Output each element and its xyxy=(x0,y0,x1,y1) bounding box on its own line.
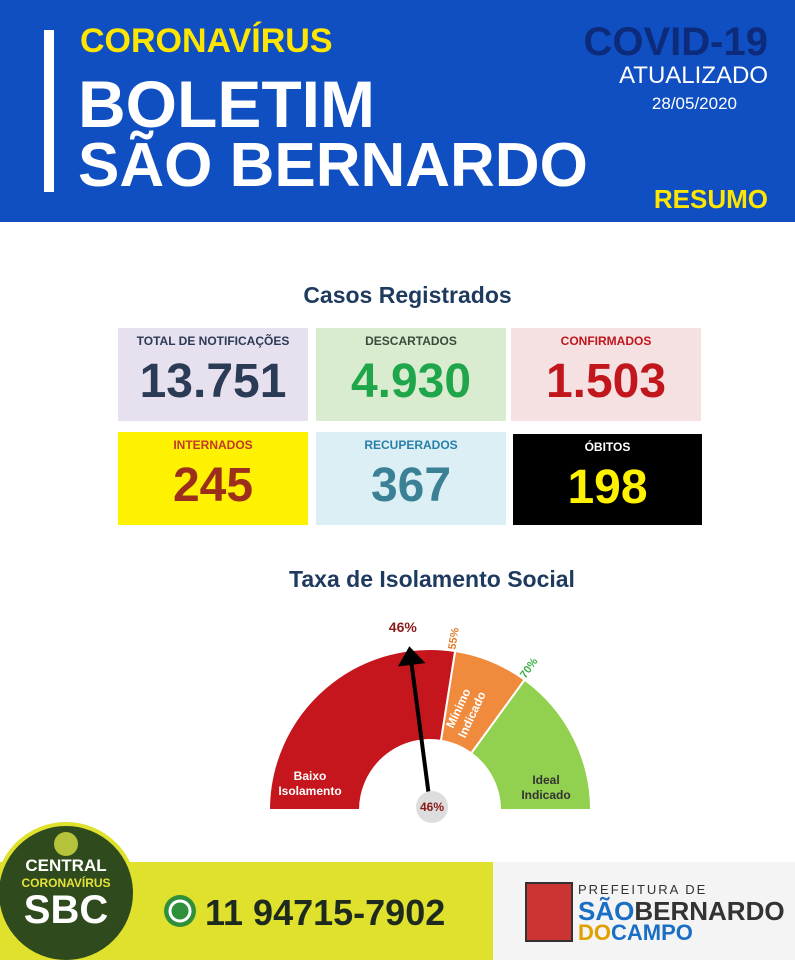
gauge-zone xyxy=(267,648,457,811)
zone-label: Baixo Isolamento xyxy=(278,769,341,798)
needle-head xyxy=(397,646,426,667)
title: BOLETIM xyxy=(78,67,375,141)
case-card: CONFIRMADOS 1.503 xyxy=(511,328,701,421)
cases-title: Casos Registrados xyxy=(303,282,512,308)
case-card: ÓBITOS 198 xyxy=(513,434,702,525)
needle xyxy=(408,657,432,805)
card-value: 4.930 xyxy=(350,355,472,408)
phone: 11 94715-7902 xyxy=(205,892,446,933)
case-card: TOTAL DE NOTIFICAÇÕES 13.751 xyxy=(118,328,308,421)
case-card: RECUPERADOS 367 xyxy=(316,432,506,525)
virus-icon xyxy=(54,832,78,856)
zone-label-line: Ideal xyxy=(532,773,559,787)
badge-text: CENTRAL xyxy=(25,856,107,875)
logo-part: SÃO xyxy=(578,896,635,926)
coat-of-arms xyxy=(525,882,573,942)
central-badge: CENTRAL CORONAVÍRUS SBC xyxy=(0,822,137,960)
case-card: INTERNADOS 245 xyxy=(118,432,308,525)
card-label: DESCARTADOS xyxy=(365,334,457,348)
whatsapp-icon xyxy=(164,895,196,927)
card-value: 198 xyxy=(567,461,648,514)
logo-line: DOCAMPO xyxy=(578,920,693,946)
card-value: 367 xyxy=(370,459,452,512)
logo-part: CAMPO xyxy=(611,920,693,945)
threshold-label: 55% xyxy=(446,627,461,651)
needle-hub xyxy=(416,791,448,823)
gauge-title: Taxa de Isolamento Social xyxy=(289,566,575,592)
zone-label-line: Isolamento xyxy=(278,784,341,798)
header: CORONAVÍRUS BOLETIM SÃO BERNARDO COVID-1… xyxy=(0,0,795,222)
zone-label: Ideal Indicado xyxy=(521,773,570,802)
section: RESUMO xyxy=(653,184,768,214)
divider xyxy=(44,30,54,192)
card-label: CONFIRMADOS xyxy=(560,334,652,348)
logo-line: SÃOBERNARDO xyxy=(578,896,785,927)
card-value: 13.751 xyxy=(139,355,287,408)
gauge-zone xyxy=(469,678,593,811)
status: ATUALIZADO xyxy=(619,62,768,89)
needle-label: 46% xyxy=(420,800,444,814)
badge: COVID-19 xyxy=(583,20,769,64)
logo-part: DO xyxy=(578,920,611,945)
card-label: RECUPERADOS xyxy=(364,438,458,452)
badge-text: CORONAVÍRUS xyxy=(21,876,111,890)
logo-part: BERNARDO xyxy=(634,896,785,926)
zone-label-line: Indicado xyxy=(521,788,570,802)
card-value: 1.503 xyxy=(545,355,667,408)
threshold-label: 70% xyxy=(518,656,541,681)
date: 28/05/2020 xyxy=(651,94,737,113)
card-value: 245 xyxy=(172,459,254,512)
card-label: TOTAL DE NOTIFICAÇÕES xyxy=(136,334,290,348)
value-label: 46% xyxy=(389,619,418,635)
case-card: DESCARTADOS 4.930 xyxy=(316,328,506,421)
gauge: Taxa de Isolamento Social 55% 70% Baixo Iso… xyxy=(267,566,593,823)
title: SÃO BERNARDO xyxy=(78,131,588,200)
badge-text: SBC xyxy=(23,888,109,932)
kicker: CORONAVÍRUS xyxy=(80,22,333,60)
zone-label-line: Baixo xyxy=(294,769,327,783)
logo-top: PREFEITURA DE xyxy=(578,882,708,897)
card-label: ÓBITOS xyxy=(584,440,631,454)
card-label: INTERNADOS xyxy=(173,438,253,452)
